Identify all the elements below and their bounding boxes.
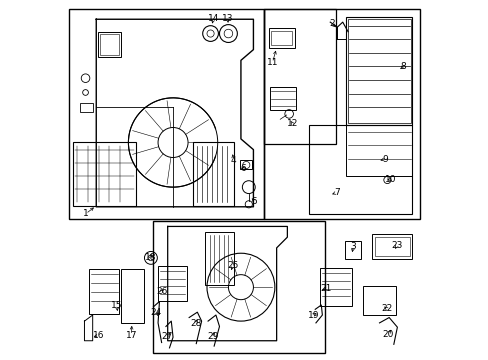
Bar: [344, 241, 360, 258]
Text: 20: 20: [382, 330, 393, 339]
Bar: [153, 221, 324, 353]
Bar: [205, 232, 233, 285]
Bar: [73, 143, 135, 206]
Bar: [89, 269, 119, 314]
Bar: [264, 9, 419, 219]
Text: 10: 10: [385, 175, 396, 184]
Bar: [308, 125, 411, 214]
Bar: [320, 267, 351, 306]
Bar: [264, 9, 335, 144]
Bar: [192, 143, 233, 206]
Text: 28: 28: [189, 319, 201, 328]
Text: 14: 14: [207, 14, 219, 23]
Text: 3: 3: [350, 242, 356, 251]
Bar: [271, 31, 291, 45]
Text: 18: 18: [145, 253, 156, 262]
Text: 17: 17: [125, 331, 137, 340]
Text: 23: 23: [391, 240, 402, 249]
Text: 24: 24: [150, 309, 162, 318]
Text: 22: 22: [380, 304, 391, 313]
Text: 7: 7: [333, 188, 339, 197]
Text: 27: 27: [161, 332, 172, 341]
Text: 1: 1: [82, 210, 88, 219]
Text: 19: 19: [307, 311, 319, 320]
Text: 13: 13: [222, 14, 233, 23]
Text: 25: 25: [227, 261, 238, 270]
Bar: [346, 18, 411, 125]
Bar: [98, 32, 121, 57]
Bar: [372, 234, 411, 258]
Text: 5: 5: [251, 197, 257, 206]
Text: 6: 6: [240, 164, 245, 173]
Text: 15: 15: [111, 301, 122, 310]
Text: 16: 16: [93, 331, 104, 340]
Text: 11: 11: [266, 58, 278, 67]
Bar: [240, 160, 252, 169]
Text: 9: 9: [381, 155, 387, 164]
Text: 4: 4: [230, 156, 236, 165]
Bar: [268, 28, 294, 48]
Text: 21: 21: [320, 284, 331, 293]
Text: 26: 26: [156, 287, 167, 296]
Bar: [69, 9, 264, 219]
Text: 2: 2: [328, 19, 334, 28]
Bar: [121, 269, 144, 323]
Bar: [100, 33, 119, 55]
Bar: [80, 103, 93, 112]
Bar: [269, 87, 296, 111]
Text: 12: 12: [286, 119, 298, 128]
Bar: [346, 125, 411, 176]
Bar: [374, 237, 409, 256]
Bar: [158, 266, 186, 301]
Bar: [347, 19, 410, 123]
Text: 29: 29: [207, 332, 219, 341]
Text: 8: 8: [400, 62, 406, 71]
Bar: [363, 287, 395, 315]
